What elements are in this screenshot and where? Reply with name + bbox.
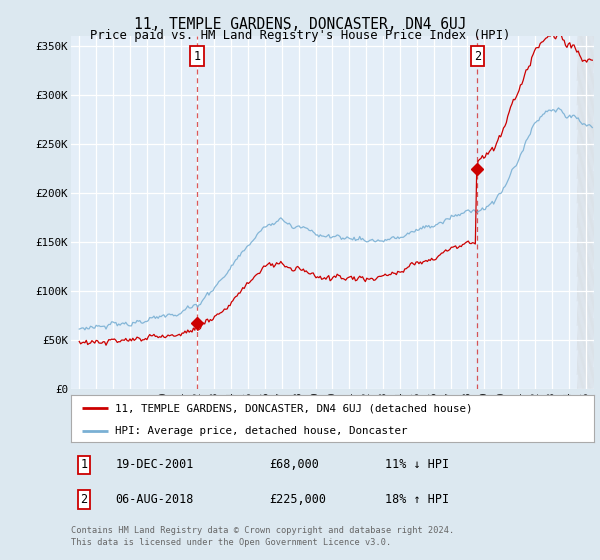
Text: £225,000: £225,000 <box>269 493 326 506</box>
Text: £68,000: £68,000 <box>269 458 319 471</box>
Text: 11, TEMPLE GARDENS, DONCASTER, DN4 6UJ: 11, TEMPLE GARDENS, DONCASTER, DN4 6UJ <box>134 17 466 32</box>
Text: 1: 1 <box>80 458 88 471</box>
Text: 19-DEC-2001: 19-DEC-2001 <box>115 458 194 471</box>
Text: 2: 2 <box>474 49 481 63</box>
Text: Price paid vs. HM Land Registry's House Price Index (HPI): Price paid vs. HM Land Registry's House … <box>90 29 510 42</box>
Text: 2: 2 <box>80 493 88 506</box>
Text: This data is licensed under the Open Government Licence v3.0.: This data is licensed under the Open Gov… <box>71 538 391 547</box>
Text: Contains HM Land Registry data © Crown copyright and database right 2024.: Contains HM Land Registry data © Crown c… <box>71 526 454 535</box>
Text: 11% ↓ HPI: 11% ↓ HPI <box>385 458 449 471</box>
Text: 06-AUG-2018: 06-AUG-2018 <box>115 493 194 506</box>
Text: 11, TEMPLE GARDENS, DONCASTER, DN4 6UJ (detached house): 11, TEMPLE GARDENS, DONCASTER, DN4 6UJ (… <box>115 403 473 413</box>
Text: 18% ↑ HPI: 18% ↑ HPI <box>385 493 449 506</box>
Text: 1: 1 <box>193 49 200 63</box>
Text: HPI: Average price, detached house, Doncaster: HPI: Average price, detached house, Donc… <box>115 426 408 436</box>
